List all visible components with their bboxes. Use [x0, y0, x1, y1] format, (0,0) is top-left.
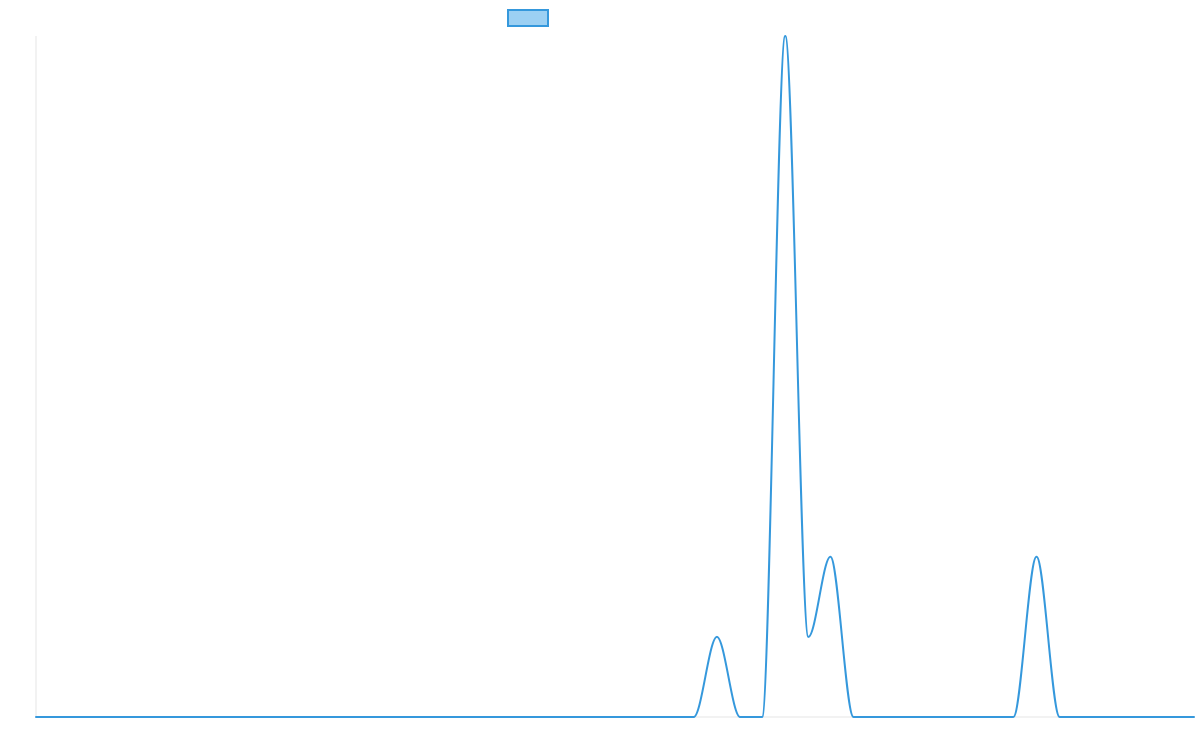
axes	[35, 36, 1194, 718]
legend-swatch-0	[507, 9, 549, 27]
series-line-0	[35, 35, 1195, 719]
series-layer	[35, 35, 1195, 719]
legend[interactable]	[507, 9, 549, 27]
